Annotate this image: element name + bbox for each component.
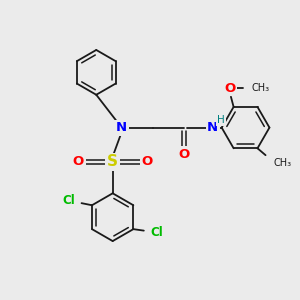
Text: S: S xyxy=(107,154,118,169)
Text: Cl: Cl xyxy=(62,194,75,207)
Text: N: N xyxy=(116,121,127,134)
Text: CH₃: CH₃ xyxy=(274,158,292,168)
Text: O: O xyxy=(73,155,84,168)
Text: Cl: Cl xyxy=(150,226,163,239)
Text: O: O xyxy=(141,155,153,168)
Text: O: O xyxy=(179,148,190,161)
Text: CH₃: CH₃ xyxy=(251,83,270,93)
Text: N: N xyxy=(207,121,218,134)
Text: O: O xyxy=(224,82,236,95)
Text: H: H xyxy=(217,115,225,125)
